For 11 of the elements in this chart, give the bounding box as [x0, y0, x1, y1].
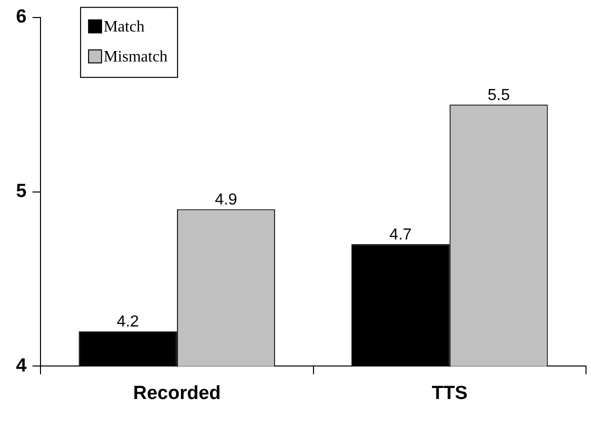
x-tick-label: TTS [432, 382, 468, 404]
y-tick-label: 6 [16, 6, 27, 28]
data-label: 4.7 [389, 226, 412, 244]
data-label: 4.9 [214, 192, 238, 209]
legend-label: Mismatch [104, 48, 168, 66]
x-tick-label: Recorded [133, 382, 221, 404]
data-label: 5.5 [488, 87, 510, 104]
data-label: 4.2 [116, 314, 140, 331]
legend-label: Match [104, 18, 144, 36]
y-tick-label: 4 [16, 355, 27, 376]
y-tick-label: 5 [16, 181, 27, 202]
